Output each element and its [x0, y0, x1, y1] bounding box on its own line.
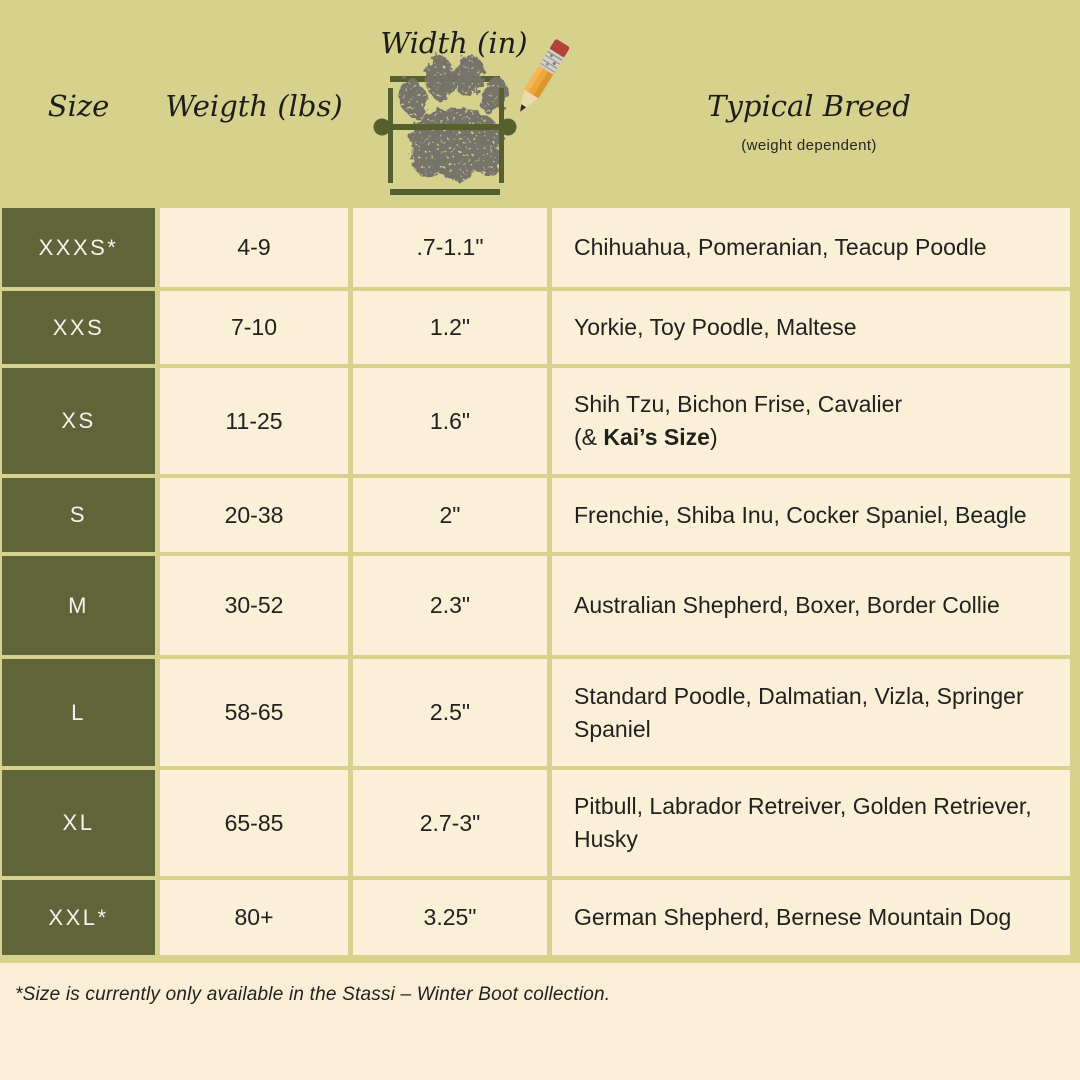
weight-cell: 20-38 — [160, 478, 348, 552]
weight-cell: 4-9 — [160, 208, 348, 287]
width-cell: 2.5" — [353, 659, 547, 766]
breed-text: Australian Shepherd, Boxer, Border Colli… — [574, 592, 1000, 618]
size-cell: XL — [2, 770, 155, 876]
size-cell: XXS — [2, 291, 155, 364]
size-cell: XS — [2, 368, 155, 474]
breed-text: Standard Poodle, Dalmatian, Vizla, Sprin… — [574, 682, 1024, 742]
pencil-icon — [520, 39, 570, 112]
breed-cell: Shih Tzu, Bichon Frise, Cavalier (& Kai’… — [552, 368, 1070, 474]
breed-cell: Pitbull, Labrador Retreiver, Golden Retr… — [552, 770, 1070, 876]
size-chart-table: XXXS* 4-9 .7-1.1" Chihuahua, Pomeranian,… — [2, 208, 1070, 955]
weight-cell: 80+ — [160, 880, 348, 955]
breed-cell: Yorkie, Toy Poodle, Maltese — [552, 291, 1070, 364]
width-cell: 2.3" — [353, 556, 547, 655]
size-cell: L — [2, 659, 155, 766]
paw-print — [397, 54, 508, 182]
column-header-weight: Weigth (lbs) — [165, 89, 343, 123]
width-cell: 2" — [353, 478, 547, 552]
size-cell: M — [2, 556, 155, 655]
weight-cell: 11-25 — [160, 368, 348, 474]
breed-text: German Shepherd, Bernese Mountain Dog — [574, 904, 1012, 930]
breed-text: Pitbull, Labrador Retreiver, Golden Retr… — [574, 793, 1032, 852]
breed-cell: Australian Shepherd, Boxer, Border Colli… — [552, 556, 1070, 655]
weight-cell: 65-85 — [160, 770, 348, 876]
width-cell: 1.2" — [353, 291, 547, 364]
breed-text: Shih Tzu, Bichon Frise, Cavalier (& Kai’… — [574, 391, 903, 450]
weight-cell: 7-10 — [160, 291, 348, 364]
breed-cell: Standard Poodle, Dalmatian, Vizla, Sprin… — [552, 659, 1070, 766]
width-cell: 1.6" — [353, 368, 547, 474]
breed-cell: Frenchie, Shiba Inu, Cocker Spaniel, Bea… — [552, 478, 1070, 552]
column-header-breed: Typical Breed — [707, 89, 911, 123]
breed-cell: German Shepherd, Bernese Mountain Dog — [552, 880, 1070, 955]
availability-footnote: *Size is currently only available in the… — [15, 984, 611, 1005]
width-cell: .7-1.1" — [353, 208, 547, 287]
column-header-breed-subtitle: (weight dependent) — [741, 137, 877, 154]
size-cell: S — [2, 478, 155, 552]
weight-cell: 58-65 — [160, 659, 348, 766]
breed-text: Yorkie, Toy Poodle, Maltese — [574, 314, 857, 340]
breed-cell: Chihuahua, Pomeranian, Teacup Poodle — [552, 208, 1070, 287]
width-cell: 3.25" — [353, 880, 547, 955]
size-cell: XXXS* — [2, 208, 155, 287]
size-cell: XXL* — [2, 880, 155, 955]
width-cell: 2.7-3" — [353, 770, 547, 876]
column-header-width: Width (in) — [380, 26, 528, 60]
breed-text: Frenchie, Shiba Inu, Cocker Spaniel, Bea… — [574, 501, 1027, 528]
paw-width-measure-icon — [373, 39, 570, 195]
breed-text: Chihuahua, Pomeranian, Teacup Poodle — [574, 234, 987, 260]
column-header-size: Size — [47, 89, 110, 123]
weight-cell: 30-52 — [160, 556, 348, 655]
